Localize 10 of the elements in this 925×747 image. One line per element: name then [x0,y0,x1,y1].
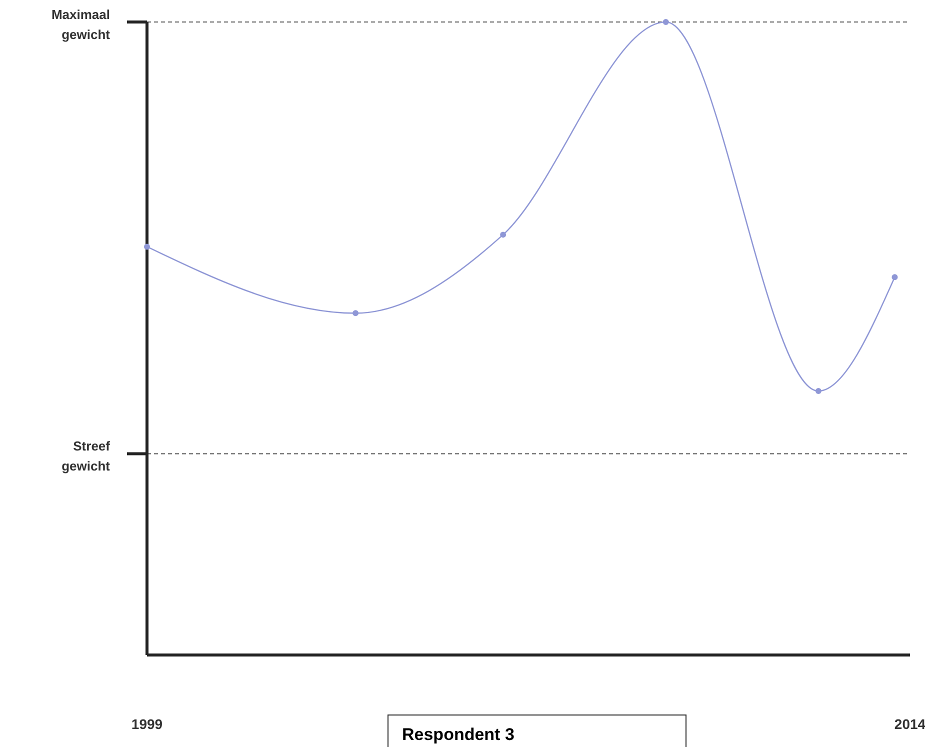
point [144,244,150,250]
point [815,388,822,394]
text: Respondent 3 [402,725,514,744]
x-tick-label: 1999 [131,716,163,732]
ref-line-label: Maximaal gewicht [51,7,111,42]
point [892,274,898,280]
point [352,310,359,316]
ref-line-label: Streef gewicht [62,438,111,474]
point [500,232,506,238]
point [662,19,669,25]
